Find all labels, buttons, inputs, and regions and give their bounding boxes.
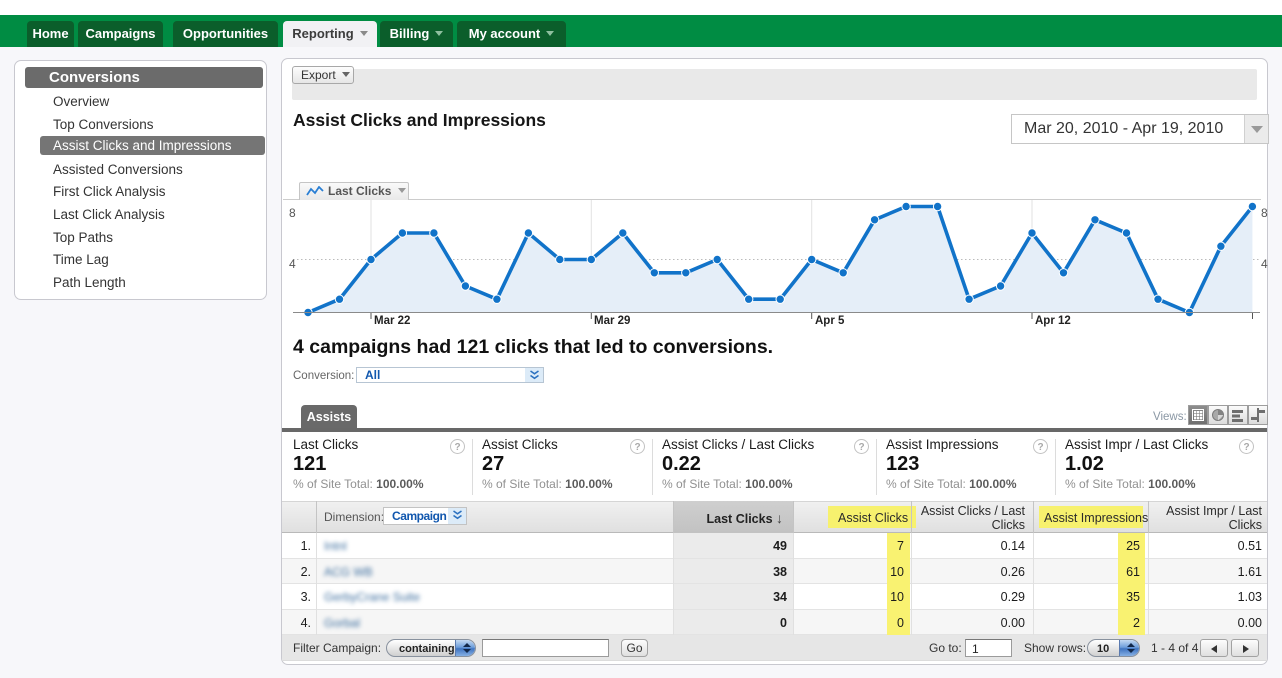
svg-text:4: 4	[289, 257, 296, 271]
svg-text:Apr 12: Apr 12	[1035, 315, 1071, 327]
svg-text:Mar 22: Mar 22	[374, 315, 410, 327]
svg-text:Mar 29: Mar 29	[594, 315, 630, 327]
svg-text:Apr 5: Apr 5	[815, 315, 845, 327]
svg-text:8: 8	[1261, 206, 1268, 220]
svg-text:8: 8	[289, 206, 296, 220]
svg-text:4: 4	[1261, 257, 1268, 271]
